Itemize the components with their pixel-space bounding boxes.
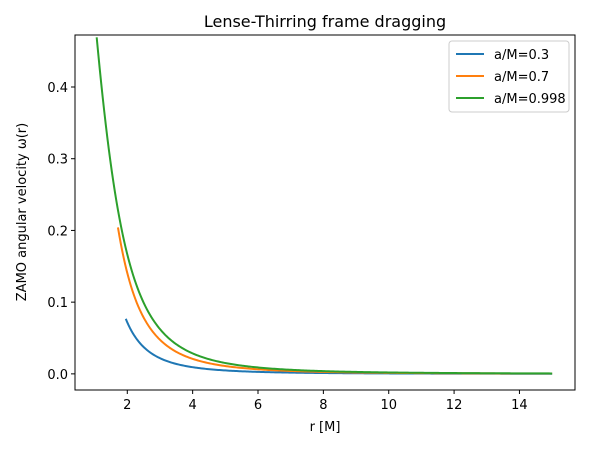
- x-axis-ticks: 2 4 6 8 10 12 14: [123, 390, 528, 413]
- legend-label-2: a/M=0.7: [494, 70, 549, 85]
- y-tick-label: 0.1: [47, 296, 68, 311]
- y-tick-label: 0.2: [47, 224, 68, 239]
- series-line-1: [124, 318, 553, 375]
- x-tick-label: 12: [446, 398, 463, 413]
- x-tick-label: 2: [123, 398, 131, 413]
- chart-title: Lense-Thirring frame dragging: [204, 12, 446, 31]
- y-axis-label: ZAMO angular velocity ω(r): [15, 123, 30, 301]
- y-tick-label: 0.4: [47, 81, 68, 96]
- legend: a/M=0.3 a/M=0.7 a/M=0.998: [448, 40, 570, 113]
- series-layer: [95, 37, 553, 375]
- y-axis-ticks: 0.0 0.1 0.2 0.3 0.4: [47, 81, 75, 383]
- x-tick-label: 8: [319, 398, 327, 413]
- x-tick-label: 6: [254, 398, 262, 413]
- series-line-3: [95, 37, 553, 375]
- x-tick-label: 10: [380, 398, 397, 413]
- legend-box: [448, 40, 570, 113]
- x-tick-label: 14: [511, 398, 528, 413]
- series-line-2: [116, 227, 553, 375]
- y-tick-label: 0.0: [47, 368, 68, 383]
- x-axis-label: r [M]: [310, 420, 341, 435]
- y-tick-label: 0.3: [47, 153, 68, 168]
- plot-frame: [74, 34, 576, 391]
- x-tick-label: 4: [189, 398, 197, 413]
- legend-label-3: a/M=0.998: [494, 92, 566, 107]
- legend-label-1: a/M=0.3: [494, 48, 549, 63]
